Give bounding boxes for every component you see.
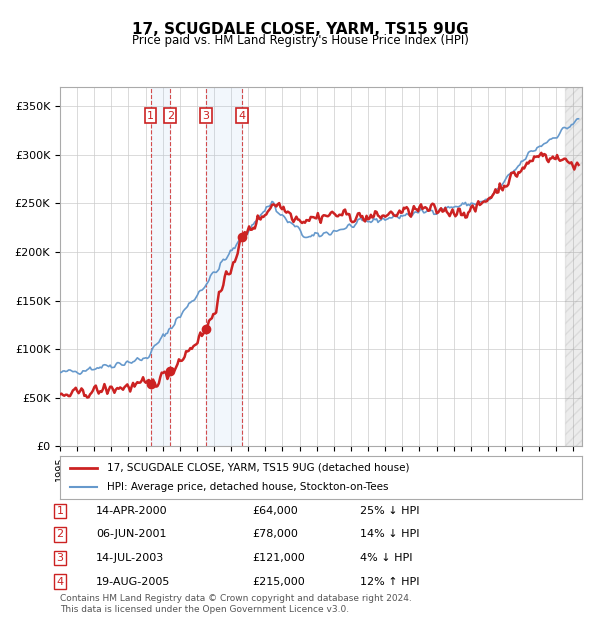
Text: 1: 1 [147, 110, 154, 120]
Text: 4: 4 [238, 110, 245, 120]
Text: £64,000: £64,000 [252, 506, 298, 516]
Text: £121,000: £121,000 [252, 553, 305, 563]
Text: 3: 3 [56, 553, 64, 563]
Text: 14-APR-2000: 14-APR-2000 [96, 506, 167, 516]
Text: 4: 4 [56, 577, 64, 587]
Text: 12% ↑ HPI: 12% ↑ HPI [360, 577, 419, 587]
Text: 3: 3 [203, 110, 209, 120]
Text: 2: 2 [56, 529, 64, 539]
Text: 25% ↓ HPI: 25% ↓ HPI [360, 506, 419, 516]
Text: 17, SCUGDALE CLOSE, YARM, TS15 9UG: 17, SCUGDALE CLOSE, YARM, TS15 9UG [131, 22, 469, 37]
Bar [206, 87, 242, 446]
Text: 1: 1 [56, 506, 64, 516]
Text: 2: 2 [167, 110, 174, 120]
Text: 19-AUG-2005: 19-AUG-2005 [96, 577, 170, 587]
Text: HPI: Average price, detached house, Stockton-on-Tees: HPI: Average price, detached house, Stoc… [107, 482, 388, 492]
Bar [565, 87, 582, 446]
Text: Contains HM Land Registry data © Crown copyright and database right 2024.
This d: Contains HM Land Registry data © Crown c… [60, 595, 412, 614]
Text: 17, SCUGDALE CLOSE, YARM, TS15 9UG (detached house): 17, SCUGDALE CLOSE, YARM, TS15 9UG (deta… [107, 463, 409, 473]
Text: £78,000: £78,000 [252, 529, 298, 539]
Text: 4% ↓ HPI: 4% ↓ HPI [360, 553, 413, 563]
Text: 14% ↓ HPI: 14% ↓ HPI [360, 529, 419, 539]
Text: 06-JUN-2001: 06-JUN-2001 [96, 529, 167, 539]
Bar [151, 87, 170, 446]
Text: £215,000: £215,000 [252, 577, 305, 587]
Text: Price paid vs. HM Land Registry's House Price Index (HPI): Price paid vs. HM Land Registry's House … [131, 34, 469, 47]
Text: 14-JUL-2003: 14-JUL-2003 [96, 553, 164, 563]
